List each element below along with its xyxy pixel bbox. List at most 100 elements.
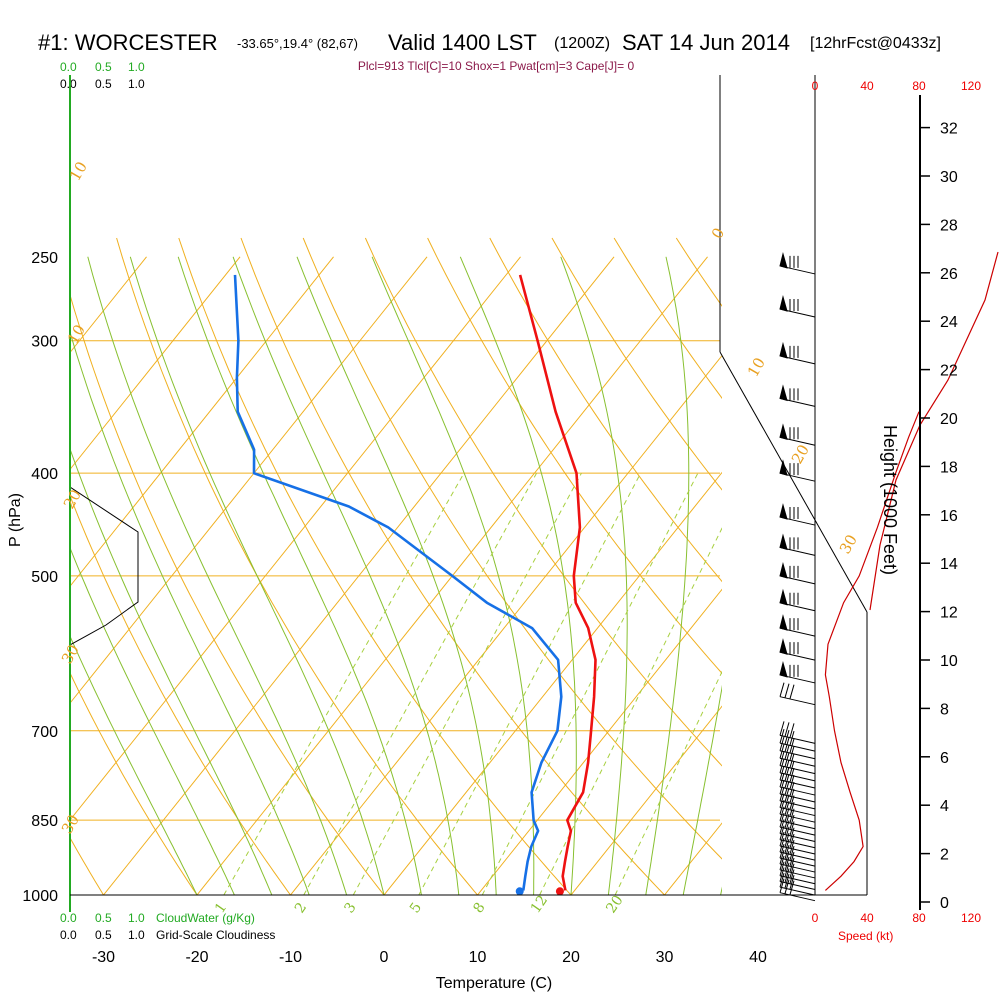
cl-top-2: 1.0 (128, 77, 145, 91)
wind-barb (779, 878, 816, 902)
wind-barb (779, 728, 816, 752)
adiabat-label-6: 20 (60, 486, 85, 512)
mixing-ratio-label-20: 20 (603, 893, 626, 917)
wind-barb-pennant (779, 638, 788, 655)
wind-barb (779, 800, 816, 823)
height-tick-12: 12 (940, 605, 958, 622)
wind-barb (779, 793, 816, 817)
dry-adiabat-150 (987, 238, 1000, 918)
height-tick-24: 24 (940, 314, 958, 331)
moist-adiabat-24 (560, 256, 628, 895)
wind-barb (779, 843, 816, 867)
dry-adiabat-90 (613, 237, 722, 399)
temp-tick-0: 0 (380, 949, 389, 966)
mixing-ratio-12 (539, 527, 722, 895)
adiabat-label-4: 30 (836, 531, 861, 557)
wind-barb-shaft (779, 750, 816, 760)
speed-tick-bottom-40: 40 (860, 911, 874, 925)
pressure-tick-250: 250 (31, 250, 58, 267)
height-tick-18: 18 (940, 459, 958, 476)
wind-barb-feather (779, 806, 785, 821)
pressure-ticks: 250 300 400 500 700 850 1000 (22, 250, 58, 905)
pressure-tick-700: 700 (31, 724, 58, 741)
wind-barb-shaft (779, 757, 816, 767)
zulu-time: (1200Z) (554, 35, 610, 52)
cl-top-1: 0.5 (95, 77, 112, 91)
wind-barb-shaft (779, 734, 816, 744)
wind-barb-pennant (779, 561, 788, 579)
wind-barb (779, 423, 816, 446)
isotherm--70 (70, 256, 241, 471)
dry-adiabat-80 (551, 237, 722, 491)
dry-adiabat-20 (178, 237, 572, 895)
stability-indices: Plcl=913 Tlcl[C]=10 Shox=1 Pwat[cm]=3 Ca… (358, 59, 635, 73)
mixing-ratio-label-3: 3 (341, 900, 359, 916)
dry-adiabat--10 (70, 494, 292, 895)
cw-top-2: 1.0 (128, 60, 145, 74)
surface-dewpoint-point (515, 887, 524, 895)
wind-barb (779, 561, 816, 585)
wind-barb-feather (784, 868, 790, 883)
moist-adiabat--8 (70, 330, 310, 895)
wind-barb-feather (789, 851, 795, 867)
wind-barb-shaft (779, 765, 816, 775)
dry-adiabat-10 (116, 237, 479, 895)
mixing-ratio-label-12: 12 (528, 893, 551, 917)
speed-tick-top-0: 0 (812, 79, 819, 93)
moist-adiabat--16 (70, 546, 235, 895)
cl-bot-1: 0.5 (95, 928, 112, 942)
pressure-tick-500: 500 (31, 569, 58, 586)
dry-adiabat-130 (863, 238, 1000, 918)
wind-barb-feather (779, 682, 785, 697)
moist-adiabat-28 (645, 256, 690, 895)
wind-barb (779, 614, 816, 637)
cl-bot-2: 1.0 (128, 928, 145, 942)
wind-barb-shaft (779, 786, 816, 796)
wind-barb-pennant (779, 661, 788, 678)
height-tick-10: 10 (940, 653, 958, 670)
mixing-ratio-label-2: 2 (292, 900, 310, 916)
moist-adiabat-16 (371, 256, 535, 895)
adiabat-label-30-left: 30 (58, 811, 83, 837)
wind-barb-feather (784, 807, 790, 822)
wind-barb-feather (789, 723, 795, 738)
wind-barb (779, 661, 816, 684)
wind-barb-feather (779, 867, 785, 882)
wind-barb-shaft (779, 813, 816, 823)
dry-adiabat-50 (364, 237, 722, 767)
temp-tick-40: 40 (749, 949, 767, 966)
valid-time: Valid 1400 LST (388, 30, 537, 55)
wind-barb-pennant (779, 588, 788, 606)
speed-tick-bottom-80: 80 (912, 911, 926, 925)
mixing-ratio-label-5: 5 (407, 900, 425, 916)
dry-adiabat-30 (240, 237, 666, 895)
pressure-tick-400: 400 (31, 466, 58, 483)
speed-tick-bottom-0: 0 (812, 911, 819, 925)
wind-barb-feather (789, 869, 795, 884)
dry-adiabat-120 (801, 238, 1000, 918)
moist-adiabat--4 (87, 256, 348, 895)
moist-adiabat--20 (70, 634, 198, 895)
tropopause-connector (719, 351, 868, 613)
cloudwater-legend: CloudWater (g/Kg) (156, 911, 255, 925)
wind-barb-feather (789, 845, 795, 861)
temperature-ticks: -30 -20 -10 0 10 20 30 40 (92, 949, 767, 966)
adiabat-label-1: 0 (708, 225, 728, 242)
cloud-profile (70, 486, 139, 646)
cw-bot-2: 1.0 (128, 911, 145, 925)
height-tick-16: 16 (940, 508, 958, 525)
wind-barb-feather (779, 861, 785, 876)
wind-barb (779, 384, 816, 407)
wind-barb-shaft (779, 793, 816, 803)
wind-barb (779, 736, 816, 760)
wind-barb-shaft (779, 772, 816, 782)
dry-adiabat-0 (70, 293, 385, 895)
height-tick-30: 30 (940, 169, 958, 186)
dry-adiabat--40 (0, 238, 23, 918)
wind-barb-pennant (779, 503, 788, 520)
dewpoint-line (233, 274, 563, 891)
wind-barb-pennant (779, 384, 788, 402)
wind-barb (779, 867, 816, 890)
wind-barb (779, 459, 816, 482)
wind-barb-feather (779, 813, 785, 828)
